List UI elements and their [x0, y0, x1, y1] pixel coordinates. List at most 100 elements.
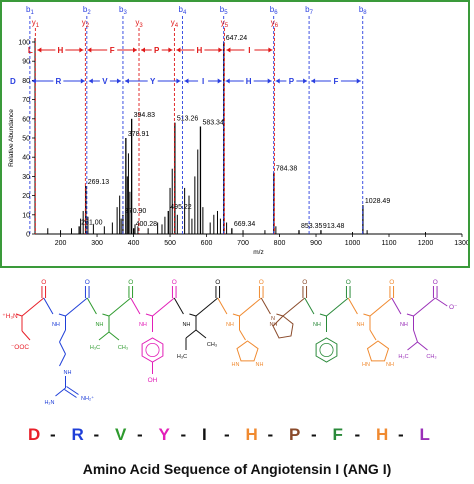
- peak-label: 669.34: [234, 221, 256, 228]
- carbonyl-oxygen: O: [215, 279, 220, 286]
- bond: [58, 313, 66, 317]
- sequence-residue: D: [28, 425, 41, 444]
- amide-nh: NH: [400, 322, 408, 328]
- pro-ring: [272, 315, 294, 339]
- bond: [363, 313, 371, 317]
- y-ladder-label-bg: [107, 45, 118, 55]
- b-ion-label: b5: [220, 5, 228, 16]
- phe-ring: [315, 337, 338, 363]
- bond: [185, 329, 197, 339]
- bond: [21, 297, 45, 317]
- sequence-residue: H: [376, 425, 389, 444]
- phe-ring-inner: [319, 343, 334, 358]
- amide-nh: NH: [52, 322, 60, 328]
- b-ladder-arrowhead: [116, 78, 121, 84]
- his2-hn: HN: [362, 362, 370, 368]
- b-ladder-start: D: [10, 77, 16, 86]
- bond: [347, 297, 358, 315]
- y-ladder-residue: P: [154, 46, 160, 55]
- y-ladder-label-bg: [244, 45, 255, 55]
- asp-carboxylate: ⁻OOC: [11, 344, 30, 351]
- y-tick-label: 20: [22, 193, 30, 200]
- sequence-residue: V: [115, 425, 127, 444]
- leu-ch3: CH₃: [426, 354, 436, 360]
- angiotensin-structure: ⁺H₃NONHONHONHONHONHONHONHONHONHOO⁻⁻OOCNH…: [2, 279, 458, 406]
- sequence-separator: -: [311, 425, 317, 444]
- his2-ring: [366, 340, 390, 362]
- y-ladder-residue: I: [248, 46, 250, 55]
- x-tick-label: 1300: [454, 240, 468, 247]
- b-ladder-label-bg: [198, 76, 209, 86]
- b-ladder-arrowhead: [80, 78, 85, 84]
- b-ladder-arrowhead: [225, 78, 230, 84]
- y-ladder-arrowhead: [226, 47, 231, 53]
- b-ladder-arrowhead: [311, 78, 316, 84]
- arg-nh: NH: [64, 370, 72, 376]
- bond: [434, 297, 448, 307]
- bond: [304, 297, 315, 315]
- b-ladder-arrowhead: [275, 78, 280, 84]
- bond: [319, 313, 327, 317]
- sequence-separator: -: [354, 425, 361, 444]
- sequence-separator: -: [224, 425, 230, 444]
- amide-nh: NH: [95, 322, 103, 328]
- sequence-separator: -: [398, 425, 404, 444]
- figure-caption: Amino Acid Sequence of Angiotensin I (AN…: [82, 461, 392, 477]
- sequence-residue: R: [71, 425, 84, 444]
- bond: [413, 329, 418, 343]
- pro-n: N: [271, 316, 275, 322]
- sequence-residue: F: [332, 425, 343, 444]
- bond: [21, 330, 31, 341]
- b-ladder-arrowhead: [356, 78, 361, 84]
- spectrum-panel: 0 10 20 30 40 50 60 70 80 90 100 200 300 400 500 600 700…: [0, 0, 470, 268]
- tyr-ring-inner: [145, 343, 160, 358]
- peak-label: 251.00: [81, 219, 103, 226]
- b-ion-label: b3: [119, 5, 127, 16]
- val-h3c: H₃C: [90, 345, 100, 351]
- b-ladder-arrowhead: [31, 78, 36, 84]
- bond: [102, 313, 110, 317]
- carbonyl-oxygen: O: [85, 279, 90, 286]
- tyr-oh: OH: [148, 377, 158, 384]
- peak-label: 513.26: [177, 116, 199, 123]
- bond: [108, 331, 120, 341]
- y-ladder-arrowhead: [87, 47, 92, 53]
- bond: [391, 297, 402, 315]
- b-ladder-label-bg: [53, 76, 64, 86]
- b-ladder-residue: F: [333, 77, 338, 86]
- carbonyl-oxygen: O: [433, 279, 438, 286]
- y-ladder-arrowhead: [133, 47, 138, 53]
- bond: [407, 341, 418, 351]
- his1-hn: HN: [232, 362, 240, 368]
- y-ladder-arrowhead: [79, 47, 84, 53]
- c-terminus: O⁻: [449, 304, 458, 311]
- bond: [59, 353, 66, 367]
- bond: [189, 313, 197, 317]
- leu-h3c: H₃C: [398, 354, 408, 360]
- bond: [173, 297, 184, 315]
- bond: [59, 329, 66, 343]
- b-ladder-arrowhead: [217, 78, 222, 84]
- y-ladder-arrowhead: [176, 47, 181, 53]
- bond: [65, 297, 88, 317]
- x-tick-label: 1100: [381, 240, 396, 247]
- bond: [232, 313, 240, 317]
- y-ladder-label-bg: [194, 45, 205, 55]
- y-ladder-residue: H: [197, 46, 203, 55]
- b-ladder-arrowhead: [88, 78, 93, 84]
- y-tick-label: 80: [22, 78, 30, 85]
- bond: [59, 341, 66, 355]
- bond: [239, 297, 262, 317]
- b-ladder-residue: Y: [150, 77, 156, 86]
- y-tick-label: 50: [22, 136, 30, 143]
- bond: [145, 313, 153, 317]
- carbonyl-oxygen: O: [172, 279, 177, 286]
- y-ladder-residue: F: [110, 46, 115, 55]
- b-ladder-label-bg: [286, 76, 297, 86]
- y-ladder-arrowhead: [218, 47, 223, 53]
- bond: [43, 297, 54, 315]
- b-ion-label: b4: [179, 5, 187, 16]
- y-tick-label: 40: [22, 155, 30, 162]
- amide-nh: NH: [356, 322, 364, 328]
